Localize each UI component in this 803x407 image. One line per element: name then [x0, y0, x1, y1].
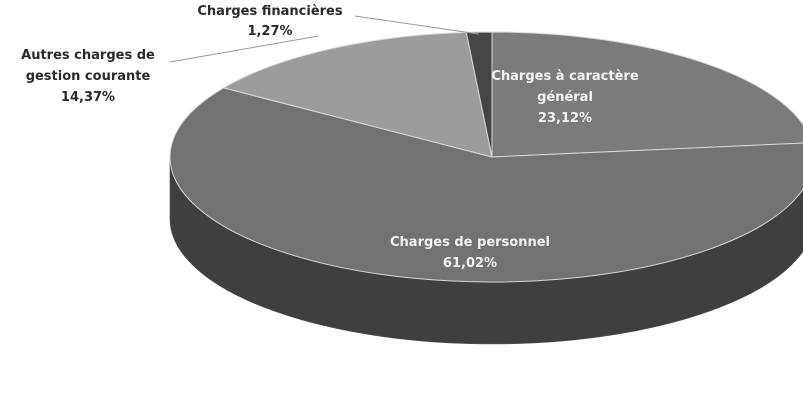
slice-label: Charges de personnel 61,02%: [370, 232, 570, 274]
slice: [491, 31, 803, 158]
category-label: Charges à caractère général: [491, 69, 639, 105]
value-label: 14,37%: [60, 90, 116, 105]
slice-label: Autres charges de gestion courante 14,37%: [2, 45, 174, 108]
category-label: Charges financières: [197, 4, 343, 19]
value-label: 23,12%: [537, 111, 593, 126]
slice: [222, 31, 493, 158]
leader-line: [169, 35, 319, 63]
category-label: Autres charges de gestion courante: [21, 48, 155, 84]
category-label: Charges de personnel: [390, 235, 550, 250]
slice-label: Charges à caractère général 23,12%: [485, 66, 645, 129]
value-label: 1,27%: [247, 24, 293, 39]
leader-line: [354, 15, 480, 35]
slice: [169, 87, 803, 283]
slice-label: Charges financières 1,27%: [170, 2, 370, 42]
value-label: 61,02%: [442, 256, 498, 271]
